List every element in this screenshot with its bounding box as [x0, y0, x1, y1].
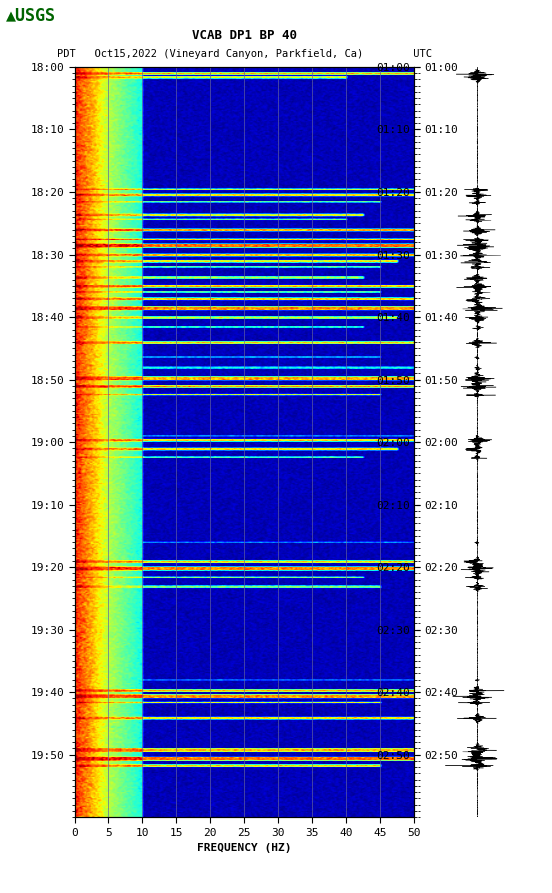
- Text: ▲USGS: ▲USGS: [6, 6, 56, 24]
- X-axis label: FREQUENCY (HZ): FREQUENCY (HZ): [197, 843, 291, 853]
- Text: PDT   Oct15,2022 (Vineyard Canyon, Parkfield, Ca)        UTC: PDT Oct15,2022 (Vineyard Canyon, Parkfie…: [57, 48, 432, 59]
- Text: VCAB DP1 BP 40: VCAB DP1 BP 40: [192, 29, 297, 42]
